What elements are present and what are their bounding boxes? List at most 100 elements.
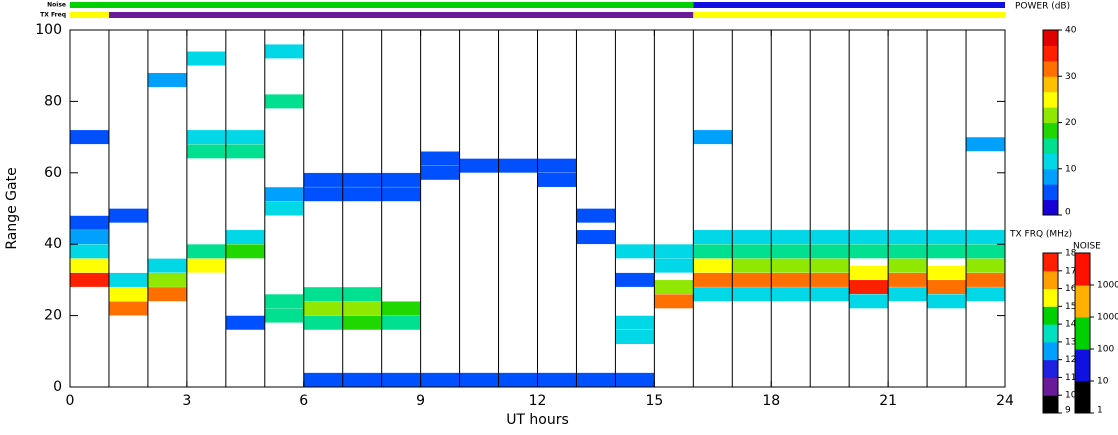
- echo-cell: [420, 165, 460, 180]
- colorbar-frame: [1042, 252, 1059, 414]
- echo-cell: [888, 244, 928, 259]
- echo-cell: [264, 201, 304, 216]
- echo-cell: [732, 272, 772, 287]
- echo-cell: [693, 258, 733, 273]
- echo-cell: [966, 230, 1006, 245]
- echo-cell: [966, 244, 1006, 259]
- echo-cell: [888, 272, 928, 287]
- colorbar-tick-label: 20: [1065, 118, 1077, 128]
- echo-cell: [264, 187, 304, 202]
- echo-cell: [303, 315, 343, 330]
- echo-cell: [147, 272, 187, 287]
- colorbar-title: NOISE: [1073, 242, 1101, 252]
- colorbar-tick-label: 9: [1065, 406, 1071, 416]
- echo-cell: [498, 372, 538, 387]
- echo-cell: [186, 130, 226, 145]
- colorbar-segment: [1043, 395, 1058, 414]
- echo-cell: [69, 272, 109, 287]
- echo-cell: [381, 187, 421, 202]
- echo-cell: [654, 294, 694, 309]
- colorbar-tick-label: 16: [1065, 284, 1077, 294]
- echo-cell: [186, 144, 226, 159]
- echo-cell: [732, 244, 772, 259]
- echo-cell: [381, 315, 421, 330]
- colorbar-tick-label: 12: [1065, 355, 1076, 365]
- echo-cell: [810, 287, 850, 302]
- echo-cell: [537, 172, 577, 187]
- colorbar-tick-label: 13: [1065, 337, 1076, 347]
- echo-cell: [654, 258, 694, 273]
- colorbar-segment: [1043, 306, 1058, 325]
- x-tick-label: 3: [182, 393, 191, 409]
- colorbar-segment: [1075, 253, 1090, 286]
- x-tick-label: 18: [762, 393, 780, 409]
- echo-cell: [225, 144, 265, 159]
- echo-cell: [225, 315, 265, 330]
- colorbar-tick-label: 14: [1065, 320, 1077, 330]
- echo-cell: [342, 372, 382, 387]
- colorbar-segment: [1043, 137, 1058, 154]
- tx-strip-segment: [693, 12, 1005, 18]
- colorbar-segment: [1043, 168, 1058, 185]
- echo-cell: [342, 187, 382, 202]
- colorbar-tick-label: 10: [1065, 164, 1077, 174]
- echo-cell: [693, 230, 733, 245]
- echo-cell: [849, 280, 889, 295]
- y-tick-label: 80: [44, 93, 62, 109]
- echo-cell: [69, 215, 109, 230]
- echo-cell: [264, 44, 304, 59]
- colorbar-tick-label: 10: [1065, 391, 1077, 401]
- colorbar-segment: [1043, 91, 1058, 108]
- colorbar-segment: [1043, 45, 1058, 62]
- echo-cell: [303, 287, 343, 302]
- echo-cell: [108, 208, 148, 223]
- echo-cell: [147, 72, 187, 87]
- colorbar-tick-label: 11: [1065, 373, 1076, 383]
- colorbar-title: POWER (dB): [1015, 2, 1070, 12]
- echo-cell: [771, 244, 811, 259]
- echo-cell: [732, 287, 772, 302]
- echo-cell: [927, 244, 967, 259]
- echo-cell: [615, 315, 655, 330]
- echo-cell: [381, 172, 421, 187]
- echo-cell: [303, 301, 343, 316]
- echo-cell: [537, 372, 577, 387]
- echo-cell: [771, 287, 811, 302]
- echo-cell: [537, 158, 577, 173]
- echo-cell: [654, 280, 694, 295]
- echo-cell: [342, 301, 382, 316]
- colorbar-segment: [1075, 317, 1090, 350]
- echo-cell: [615, 330, 655, 345]
- echo-cell: [264, 94, 304, 109]
- echo-cell: [693, 272, 733, 287]
- x-tick-label: 24: [996, 393, 1014, 409]
- noise-strip-segment: [70, 2, 694, 8]
- echo-cell: [966, 137, 1006, 152]
- echo-cell: [693, 244, 733, 259]
- echo-cell: [303, 187, 343, 202]
- echo-cell: [69, 258, 109, 273]
- echo-cell: [576, 208, 616, 223]
- colorbar-tick-label: 18: [1065, 249, 1077, 259]
- echo-cell: [303, 372, 343, 387]
- colorbar-segment: [1043, 30, 1058, 46]
- echo-cell: [186, 258, 226, 273]
- echo-cell: [69, 230, 109, 245]
- colorbar-segment: [1075, 381, 1090, 414]
- colorbar-segment: [1075, 349, 1090, 382]
- noise-strip-label: Noise: [47, 2, 66, 9]
- colorbar-segment: [1043, 153, 1058, 170]
- colorbar-tick-label: 17: [1065, 266, 1076, 276]
- colorbar-tick-label: 1000: [1097, 313, 1118, 323]
- colorbar-segment: [1043, 199, 1058, 216]
- x-axis-label: UT hours: [506, 412, 569, 428]
- echo-cell: [966, 258, 1006, 273]
- y-tick-label: 60: [44, 165, 62, 181]
- echo-cell: [732, 230, 772, 245]
- x-tick-label: 15: [645, 393, 663, 409]
- colorbar-segment: [1043, 341, 1058, 361]
- colorbar-segment: [1043, 107, 1058, 123]
- echo-cell: [342, 315, 382, 330]
- tx-strip-label: TX Freq: [40, 12, 66, 19]
- echo-cell: [810, 272, 850, 287]
